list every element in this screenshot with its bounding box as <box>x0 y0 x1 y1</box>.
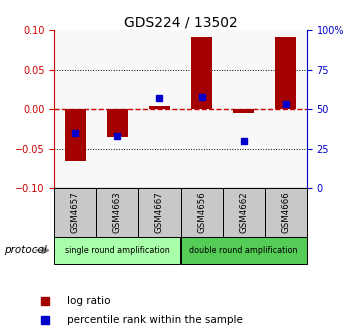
Bar <box>191 37 212 109</box>
Bar <box>233 109 254 113</box>
Bar <box>96 188 138 237</box>
Text: GSM4657: GSM4657 <box>71 192 80 234</box>
Bar <box>180 237 307 264</box>
Bar <box>265 188 307 237</box>
Text: GSM4663: GSM4663 <box>113 192 122 234</box>
Bar <box>65 109 86 161</box>
Bar <box>180 188 223 237</box>
Bar <box>107 109 128 137</box>
Text: single round amplification: single round amplification <box>65 246 170 255</box>
Bar <box>54 188 96 237</box>
Text: GDS224 / 13502: GDS224 / 13502 <box>123 15 238 29</box>
Text: GSM4656: GSM4656 <box>197 192 206 234</box>
Bar <box>275 37 296 109</box>
Text: GSM4662: GSM4662 <box>239 192 248 234</box>
Bar <box>149 106 170 109</box>
Text: log ratio: log ratio <box>67 296 110 306</box>
Text: GSM4667: GSM4667 <box>155 192 164 234</box>
Text: protocol: protocol <box>4 245 46 255</box>
Text: double round amplification: double round amplification <box>190 246 298 255</box>
Text: GSM4666: GSM4666 <box>281 192 290 234</box>
Bar <box>223 188 265 237</box>
Bar <box>138 188 180 237</box>
Bar <box>54 237 180 264</box>
Text: percentile rank within the sample: percentile rank within the sample <box>67 316 243 325</box>
